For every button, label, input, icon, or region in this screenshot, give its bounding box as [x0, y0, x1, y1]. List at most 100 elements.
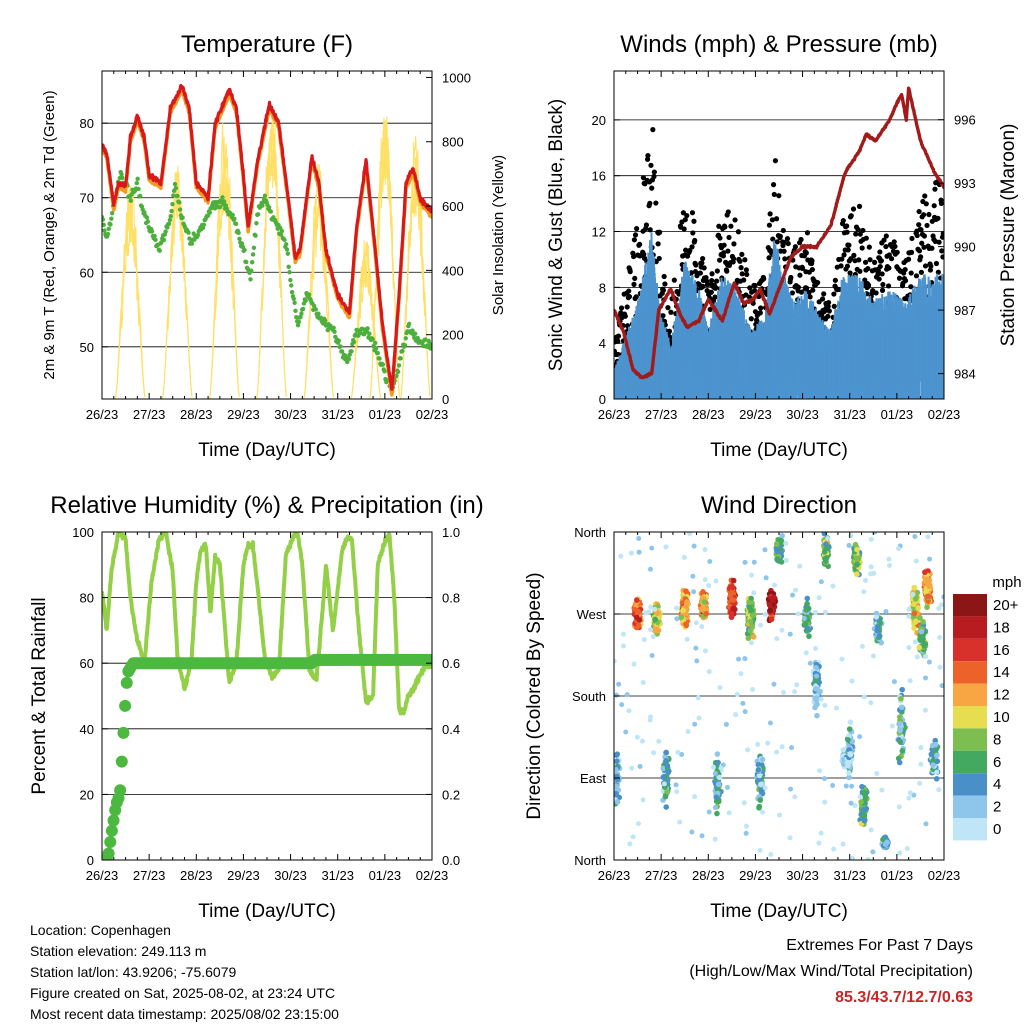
dewpoint-point: [396, 370, 400, 374]
dewpoint-point: [190, 241, 194, 245]
y-tick-label: 100: [72, 525, 94, 540]
dewpoint-point: [167, 222, 171, 226]
dewpoint-point: [102, 228, 106, 232]
solar-insolation-series: [115, 111, 430, 399]
x-tick-label: 26/23: [86, 407, 119, 422]
rh-series: [102, 532, 432, 714]
wind-direction-point: [874, 628, 880, 634]
wind-direction-point: [806, 633, 812, 639]
dewpoint-point: [400, 349, 404, 353]
gust-point: [632, 237, 637, 242]
gust-point: [889, 256, 894, 261]
dewpoint-point: [175, 194, 179, 198]
gust-point: [648, 227, 653, 232]
gust-point: [657, 256, 662, 261]
y-tick-label: 60: [80, 656, 94, 671]
dewpoint-point: [242, 248, 246, 252]
gust-point: [632, 276, 637, 281]
dewpoint-point: [282, 238, 286, 242]
gust-point: [928, 263, 933, 268]
gust-point: [914, 273, 919, 278]
gust-point: [744, 267, 749, 272]
precip-point: [108, 814, 120, 826]
dewpoint-point: [237, 237, 241, 241]
x-tick-label: 26/23: [86, 868, 119, 883]
gust-point: [874, 290, 879, 295]
wind-direction-point: [859, 784, 865, 790]
dewpoint-point: [285, 247, 289, 251]
gust-point: [919, 270, 924, 275]
gust-point: [668, 310, 673, 315]
x-tick-label: 29/23: [227, 868, 260, 883]
dewpoint-point: [254, 221, 258, 225]
dewpoint-point: [169, 209, 173, 213]
gust-point: [866, 283, 871, 288]
dewpoint-point: [297, 320, 301, 324]
dewpoint-point: [290, 290, 294, 294]
gust-point: [895, 250, 900, 255]
gust-point: [892, 239, 897, 244]
gust-point: [709, 278, 714, 283]
gust-point: [860, 245, 865, 250]
wind-direction-point: [877, 620, 883, 626]
dewpoint-point: [186, 230, 190, 234]
gust-point: [737, 259, 742, 264]
dewpoint-point: [232, 217, 236, 221]
gust-point: [637, 242, 642, 247]
gust-point: [872, 260, 877, 265]
gust-point: [625, 304, 630, 309]
wind-direction-point: [634, 615, 640, 621]
dewpoint-point: [365, 326, 369, 330]
gust-point: [634, 226, 639, 231]
gust-point: [935, 216, 940, 221]
gust-point: [722, 224, 727, 229]
gust-point: [651, 174, 656, 179]
x-tick-label: 29/23: [227, 407, 260, 422]
y2-axis-label-1: Solar Insolation (Yellow): [490, 155, 507, 315]
gust-point: [788, 275, 793, 280]
gust-point: [833, 278, 838, 283]
solar-arc: [304, 206, 334, 399]
dewpoint-point: [303, 299, 307, 303]
gust-point: [909, 236, 914, 241]
gust-point: [661, 288, 666, 293]
x-tick-label: 27/23: [133, 407, 166, 422]
gust-point: [841, 252, 846, 257]
gust-point: [918, 254, 923, 259]
gust-point: [626, 288, 631, 293]
dewpoint-point: [162, 238, 166, 242]
gust-point: [628, 269, 633, 274]
gust-point: [634, 294, 639, 299]
y-tick-label: 0: [599, 392, 606, 407]
gust-point: [742, 257, 747, 262]
dewpoint-point: [347, 357, 351, 361]
dewpoint-point: [287, 270, 291, 274]
gust-point: [725, 248, 730, 253]
wind-direction-point: [862, 818, 868, 824]
y2-tick-label: 0: [442, 392, 449, 407]
gust-point: [855, 227, 860, 232]
plot-area-3: [96, 532, 436, 866]
dewpoint-point: [152, 234, 156, 238]
dewpoint-point: [158, 249, 162, 253]
dewpoint-point: [376, 351, 380, 355]
wind-direction-point: [858, 799, 864, 805]
gust-point: [918, 227, 923, 232]
y-tick-label: 50: [80, 340, 94, 355]
gust-point: [731, 256, 736, 261]
gust-point: [844, 223, 849, 228]
y2-tick-label: 0.0: [442, 853, 460, 868]
gust-point: [656, 241, 661, 246]
wind-direction-point: [652, 617, 658, 623]
wind-direction-point: [684, 601, 690, 607]
y2-tick-label: 996: [954, 113, 976, 128]
dewpoint-point: [398, 356, 402, 360]
x-tick-label: 01/23: [369, 407, 402, 422]
precip-series: [96, 654, 436, 866]
dewpoint-point: [314, 307, 318, 311]
y-tick-label: 4: [599, 336, 606, 351]
gust-point: [810, 267, 815, 272]
gust-point: [860, 228, 865, 233]
gust-point: [851, 206, 856, 211]
